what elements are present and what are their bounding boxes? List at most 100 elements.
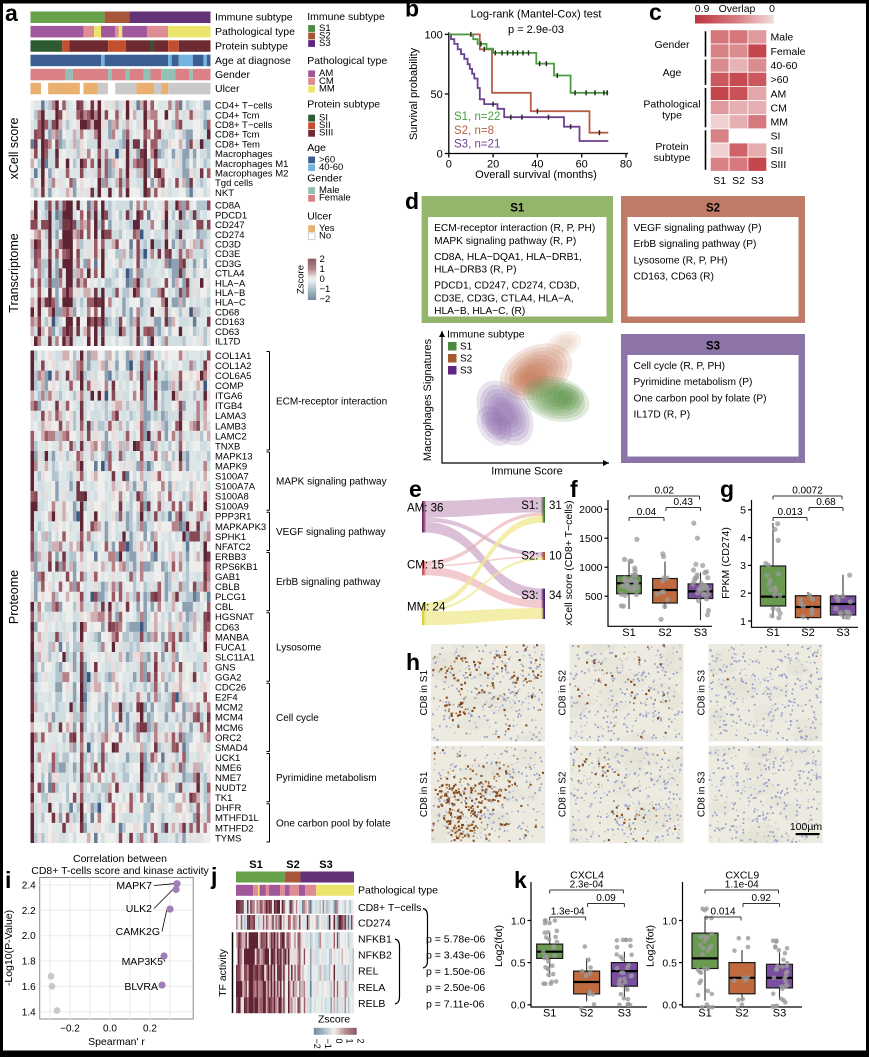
svg-text:ULK2: ULK2	[126, 903, 152, 915]
svg-text:PLCG1: PLCG1	[215, 592, 246, 603]
svg-text:3: 3	[740, 560, 746, 572]
svg-text:CD8 in S3: CD8 in S3	[697, 771, 708, 817]
svg-text:CD63: CD63	[215, 622, 239, 633]
svg-text:Protein subtype: Protein subtype	[307, 99, 380, 111]
svg-text:2000: 2000	[579, 504, 603, 516]
svg-text:0.0072: 0.0072	[792, 486, 823, 497]
svg-text:Ulcer: Ulcer	[215, 83, 240, 95]
svg-text:CD3E, CD3G, CTLA4, HLA−A,: CD3E, CD3G, CTLA4, HLA−A,	[434, 293, 574, 304]
svg-text:COL1A1: COL1A1	[215, 351, 251, 362]
svg-text:Protein: Protein	[655, 141, 688, 153]
svg-text:Zscore: Zscore	[318, 1013, 350, 1025]
svg-text:Macrophages Signatures: Macrophages Signatures	[422, 338, 434, 461]
svg-text:GNS: GNS	[215, 662, 236, 673]
svg-text:Immune Score: Immune Score	[491, 466, 563, 478]
svg-text:SLC11A1: SLC11A1	[215, 652, 255, 663]
svg-text:60: 60	[576, 159, 588, 171]
svg-text:S1: S1	[249, 859, 262, 871]
svg-text:Cell cycle (R, P, PH): Cell cycle (R, P, PH)	[634, 361, 726, 372]
svg-text:AM: 36: AM: 36	[407, 503, 443, 515]
svg-text:CD274: CD274	[358, 918, 391, 930]
svg-text:i: i	[5, 867, 11, 893]
svg-text:−2: −2	[312, 1039, 322, 1049]
svg-text:h: h	[406, 649, 420, 675]
svg-text:S100A9: S100A9	[215, 502, 249, 513]
svg-text:Age at diagnose: Age at diagnose	[215, 55, 291, 67]
svg-text:40-60: 40-60	[319, 162, 343, 173]
svg-text:S1: S1	[510, 203, 525, 215]
svg-text:b: b	[405, 0, 419, 22]
svg-text:ECM-receptor interaction: ECM-receptor interaction	[276, 396, 387, 407]
svg-text:1: 1	[345, 1039, 355, 1044]
svg-text:S2: S2	[460, 354, 473, 365]
svg-text:BLVRA: BLVRA	[124, 981, 158, 993]
svg-text:CD8 in S2: CD8 in S2	[558, 670, 569, 716]
svg-text:10: 10	[549, 551, 562, 563]
svg-text:40-60: 40-60	[771, 60, 798, 72]
svg-text:NFATC2: NFATC2	[215, 542, 251, 553]
svg-text:COL6A5: COL6A5	[215, 371, 251, 382]
svg-text:One carbon pool by folate: One carbon pool by folate	[276, 818, 391, 829]
svg-text:CD3E: CD3E	[215, 249, 240, 260]
svg-text:Immune subtype: Immune subtype	[447, 329, 525, 341]
svg-text:1: 1	[740, 616, 746, 628]
svg-text:CD8+ Tem: CD8+ Tem	[215, 139, 260, 150]
svg-text:CD8A: CD8A	[215, 201, 241, 212]
svg-text:MCM2: MCM2	[215, 703, 243, 714]
svg-text:Immune subtype: Immune subtype	[307, 11, 385, 23]
svg-text:SIII: SIII	[319, 128, 333, 139]
svg-text:34: 34	[549, 590, 562, 602]
svg-text:REL: REL	[358, 966, 379, 978]
svg-text:TF activity: TF activity	[217, 948, 229, 997]
svg-text:IL17D (R, P): IL17D (R, P)	[634, 410, 691, 421]
svg-text:S3: S3	[706, 341, 720, 353]
svg-text:-Log10(P-Value): -Log10(P-Value)	[3, 910, 15, 986]
svg-text:1.8: 1.8	[22, 957, 36, 968]
svg-text:d: d	[405, 188, 419, 214]
svg-text:0.92: 0.92	[752, 893, 772, 904]
svg-text:0: 0	[334, 1039, 344, 1044]
svg-text:20: 20	[487, 159, 499, 171]
svg-text:PDCD1: PDCD1	[215, 210, 247, 221]
svg-text:0.0: 0.0	[103, 1024, 117, 1035]
svg-text:MAP3K5: MAP3K5	[122, 956, 164, 968]
svg-text:E2F4: E2F4	[215, 693, 238, 704]
svg-text:MCM4: MCM4	[215, 713, 243, 724]
svg-text:5: 5	[740, 505, 746, 517]
svg-text:HLA−DRB3 (R, P): HLA−DRB3 (R, P)	[434, 265, 516, 276]
svg-text:No: No	[319, 231, 331, 242]
svg-text:NME7: NME7	[215, 773, 241, 784]
svg-text:1.1e-04: 1.1e-04	[725, 880, 759, 891]
svg-text:S100A7: S100A7	[215, 472, 249, 483]
svg-text:Log2(fot): Log2(fot)	[645, 925, 657, 967]
svg-text:CD8+ Tcm: CD8+ Tcm	[215, 130, 260, 141]
svg-text:2.4: 2.4	[22, 881, 36, 892]
svg-text:4: 4	[740, 532, 746, 544]
svg-text:500: 500	[585, 591, 603, 603]
svg-text:2: 2	[356, 1039, 366, 1044]
svg-text:MAPK signaling pathway (R, P): MAPK signaling pathway (R, P)	[434, 236, 576, 247]
svg-text:0.5: 0.5	[662, 957, 677, 969]
svg-text:CD274: CD274	[215, 230, 245, 241]
svg-text:p = 1.50e-06: p = 1.50e-06	[426, 966, 485, 978]
svg-text:1.4: 1.4	[22, 1007, 36, 1018]
svg-text:CM: CM	[319, 76, 334, 87]
svg-text:S3: S3	[460, 366, 473, 377]
svg-text:VEGF signaling pathway (P): VEGF signaling pathway (P)	[634, 223, 762, 234]
svg-text:Ulcer: Ulcer	[307, 211, 332, 223]
svg-text:MTHFD1L: MTHFD1L	[215, 813, 259, 824]
svg-text:Female: Female	[771, 46, 806, 58]
svg-text:SPHK1: SPHK1	[215, 532, 246, 543]
svg-text:f: f	[570, 476, 578, 502]
svg-text:MCM6: MCM6	[215, 723, 243, 734]
svg-text:S3: S3	[836, 627, 849, 639]
svg-text:0: 0	[446, 159, 452, 171]
svg-text:S2: S2	[286, 859, 299, 871]
svg-text:0.0: 0.0	[662, 1000, 677, 1012]
svg-text:S3: S3	[694, 627, 707, 639]
svg-text:S2, n=8: S2, n=8	[454, 125, 494, 137]
svg-text:S2: S2	[580, 1008, 593, 1020]
svg-text:MAPK signaling pathway: MAPK signaling pathway	[276, 477, 387, 488]
svg-text:SI: SI	[771, 131, 781, 143]
svg-text:HLA−B: HLA−B	[215, 288, 245, 299]
